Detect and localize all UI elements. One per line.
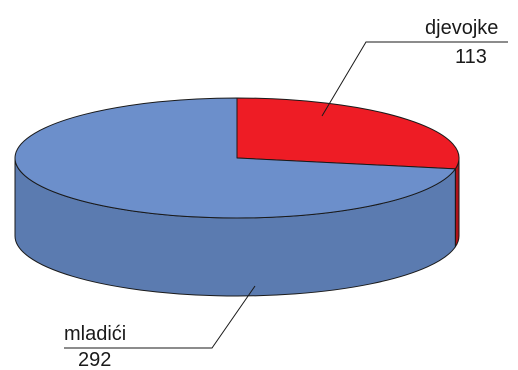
slice-value-mladici: 292 bbox=[78, 349, 111, 370]
slice-label-mladici: mladići 292 bbox=[64, 286, 255, 370]
pie-tops bbox=[15, 98, 459, 218]
slice-name-mladici: mladići bbox=[64, 323, 126, 345]
slice-name-djevojke: djevojke bbox=[425, 17, 498, 39]
slice-side-djevojke bbox=[455, 158, 459, 247]
slice-label-djevojke: djevojke 113 bbox=[322, 17, 508, 116]
slice-value-djevojke: 113 bbox=[455, 46, 487, 68]
slice-djevojke bbox=[237, 98, 459, 169]
